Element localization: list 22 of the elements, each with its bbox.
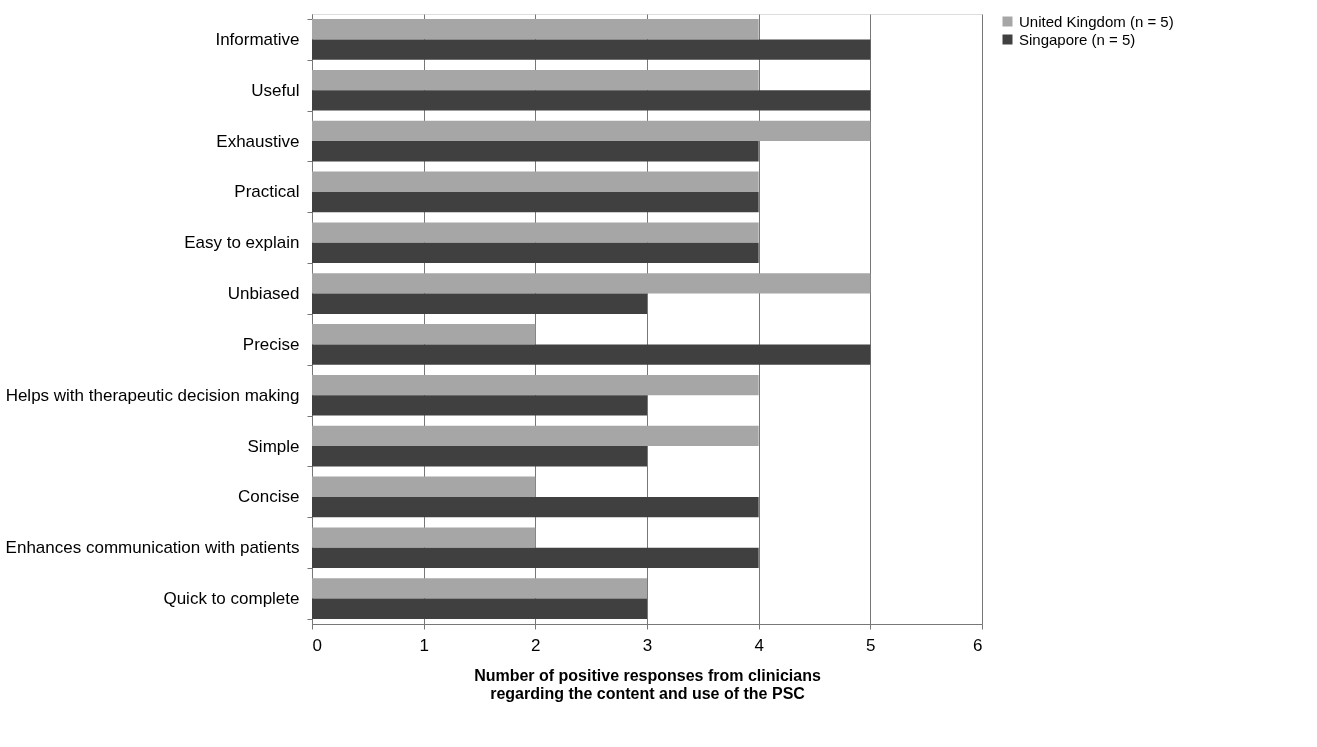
y-tick-label: Quick to complete [163, 589, 300, 609]
legend-label: Singapore (n = 5) [1019, 30, 1136, 48]
y-tick-label: Precise [242, 334, 300, 354]
y-tick-label: Easy to explain [184, 233, 300, 253]
x-tick-label: 0 [312, 635, 322, 655]
y-tick-label: Concise [238, 487, 300, 507]
y-tick-label: Unbiased [227, 284, 300, 304]
x-tick-label: 1 [419, 635, 429, 655]
x-tick-label: 3 [642, 635, 653, 655]
y-tick-label: Enhances communication with patients [5, 538, 300, 558]
y-tick-label: Informative [215, 29, 300, 49]
x-tick-label: 5 [866, 635, 876, 655]
x-axis-title: Number of positive responses from clinicians regarding the content and use of the PSC [474, 666, 821, 702]
y-tick-label: Useful [251, 80, 300, 100]
legend-label: United Kingdom (n = 5) [1019, 12, 1174, 30]
x-tick-label: 2 [531, 635, 541, 655]
y-tick-label: Helps with therapeutic decision making [5, 385, 300, 405]
x-tick-label: 4 [754, 635, 764, 655]
x-tick-label: 6 [973, 635, 983, 655]
y-tick-label: Practical [234, 182, 300, 202]
y-tick-label: Simple [247, 436, 300, 456]
y-tick-label: Exhaustive [216, 131, 300, 151]
